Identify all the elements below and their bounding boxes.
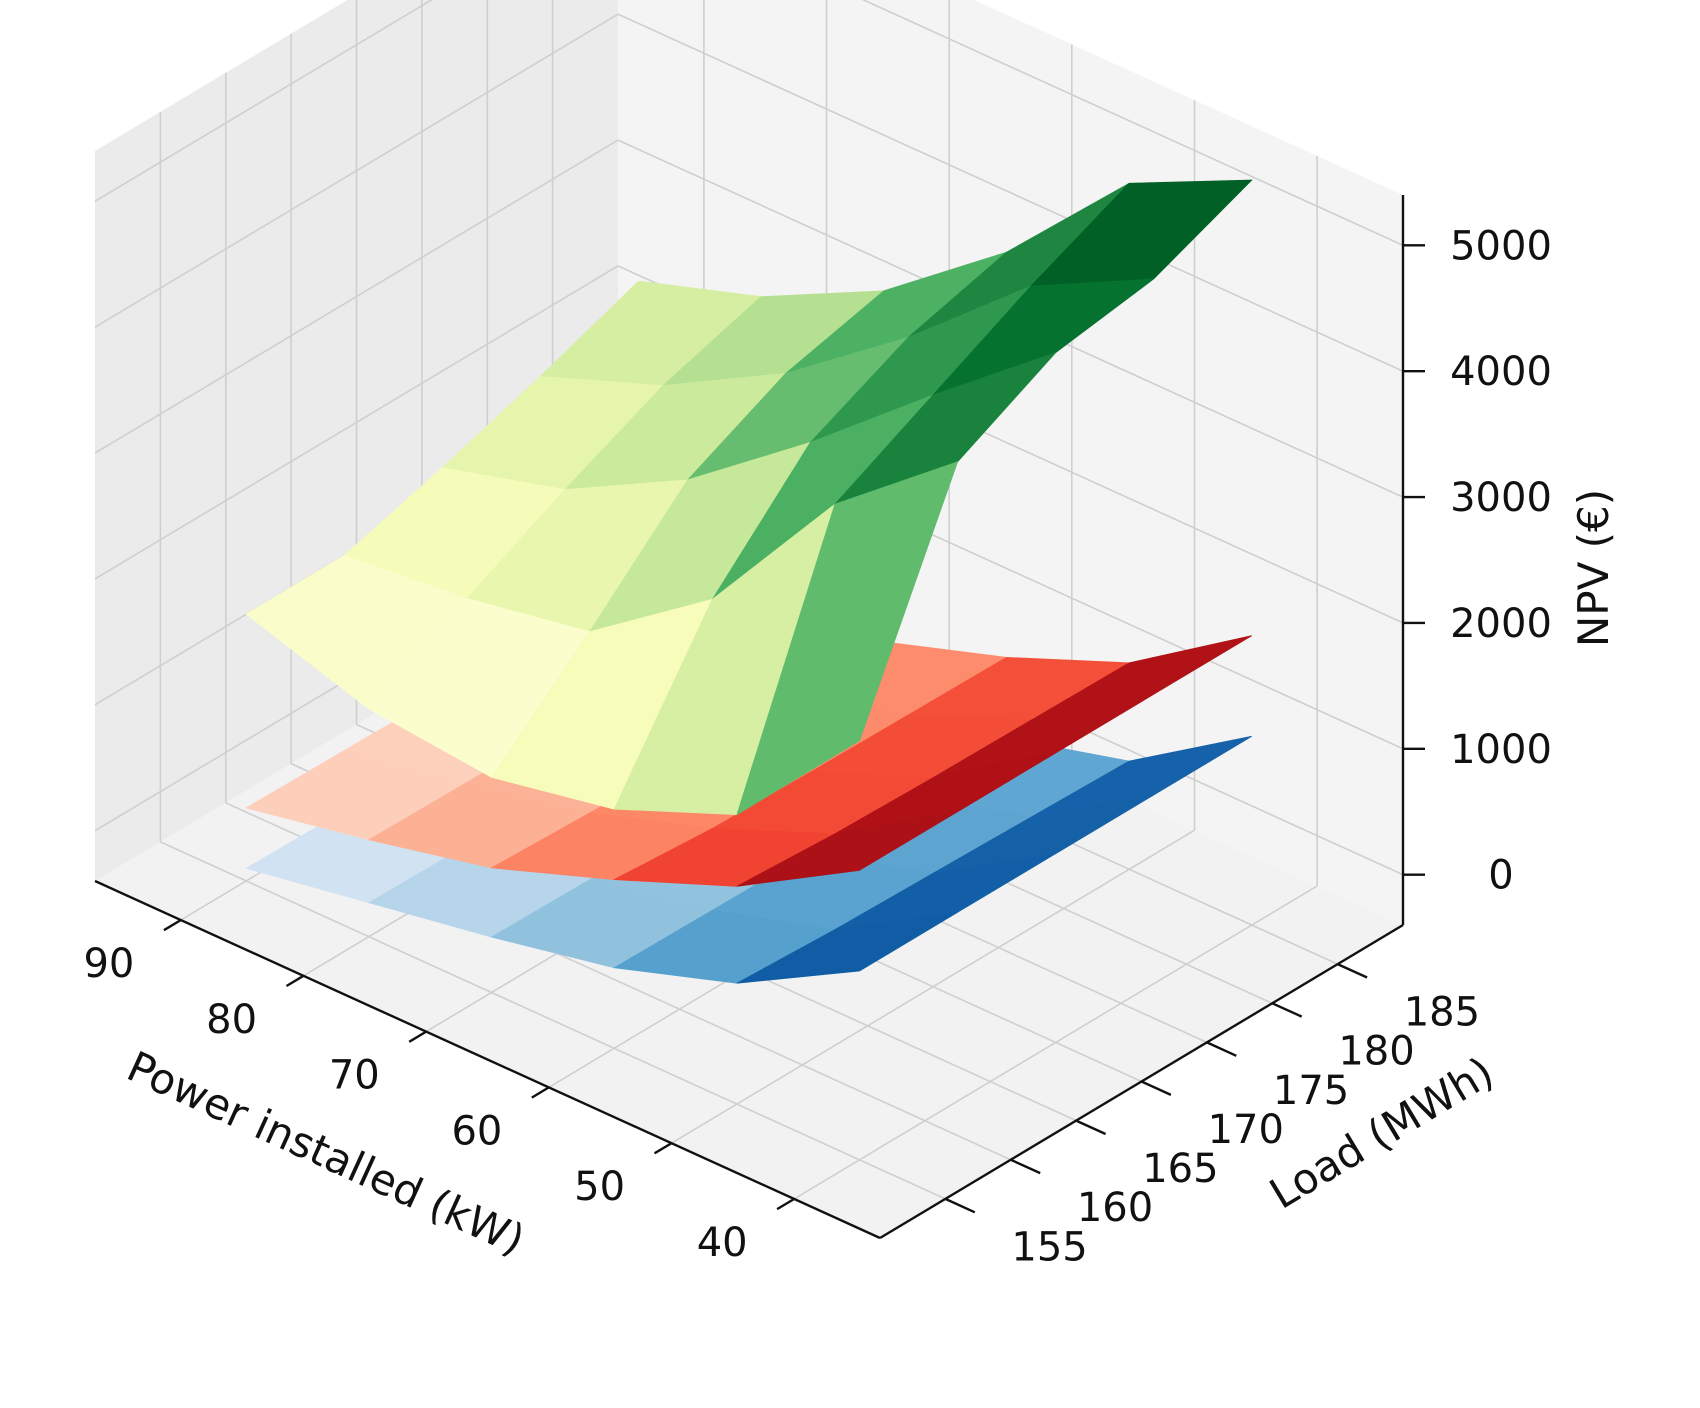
x-tick-mark (163, 918, 182, 932)
y-tick-label: 185 (1404, 990, 1480, 1036)
y-tick-label: 160 (1077, 1185, 1153, 1231)
x-tick-label: 70 (329, 1053, 380, 1099)
y-tick-label: 180 (1338, 1029, 1414, 1075)
y-tick-mark (1075, 1119, 1107, 1136)
x-tick-mark (531, 1086, 550, 1099)
back-right-pane (618, 0, 1403, 925)
x-tick-mark (653, 1142, 673, 1155)
x-axis-line (94, 879, 881, 1240)
gridline-z-right-wall (861, 0, 1404, 247)
surface-cell (736, 911, 958, 984)
surface-greens (245, 179, 1253, 816)
surface-cell (736, 811, 958, 887)
z-tick-label: 4000 (1450, 349, 1552, 395)
y-tick-label: 175 (1273, 1068, 1349, 1114)
x-tick-label: 60 (451, 1108, 502, 1154)
y-tick-mark (1206, 1041, 1237, 1057)
x-tick-label: 40 (697, 1220, 748, 1266)
y-tick-label: 165 (1142, 1146, 1218, 1192)
y-tick-mark (1141, 1080, 1172, 1096)
gridline-z-right-wall (617, 13, 1404, 372)
x-tick-label: 80 (206, 997, 257, 1043)
z-tick-label: 5000 (1450, 223, 1552, 269)
y-tick-mark (1271, 1002, 1303, 1018)
y-tick-label: 170 (1208, 1107, 1284, 1153)
x-tick-label: 50 (574, 1164, 625, 1210)
y-tick-mark (1010, 1158, 1041, 1175)
x-tick-mark (285, 974, 305, 988)
x-tick-mark (776, 1197, 795, 1211)
z-tick-label: 1000 (1450, 727, 1552, 773)
gridline-y-floor (160, 841, 946, 1200)
z-tick-label: 3000 (1450, 475, 1552, 521)
surfaces (245, 179, 1253, 984)
z-axis-label: NPV (€) (1569, 489, 1618, 647)
gridline-z-left-wall (94, 13, 619, 328)
z-tick-label: 2000 (1450, 601, 1552, 647)
x-tick-mark (408, 1030, 427, 1043)
y-tick-mark (944, 1197, 976, 1214)
gridline-z-left-wall (94, 0, 433, 202)
x-tick-label: 90 (83, 941, 134, 987)
y-tick-mark (1337, 963, 1368, 979)
y-tick-label: 155 (1011, 1224, 1087, 1270)
z-tick-label: 0 (1488, 853, 1513, 899)
gridline-z-left-wall (94, 139, 619, 454)
surface-cell (736, 461, 959, 816)
gridline-z-left-wall (94, 265, 619, 580)
